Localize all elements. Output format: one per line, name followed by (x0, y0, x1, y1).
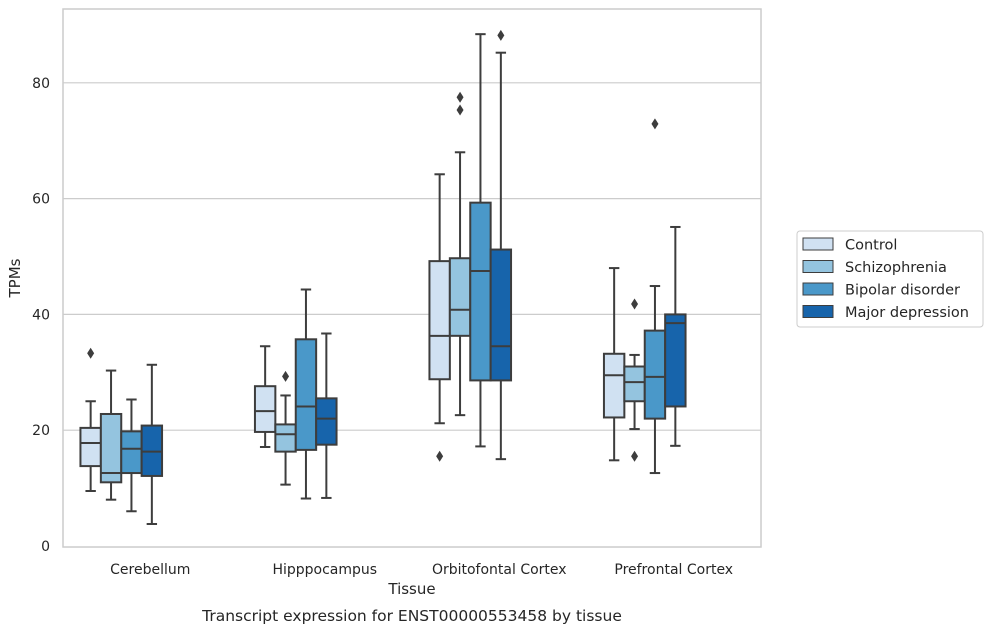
box (315, 397, 338, 446)
y-tick-label: 0 (41, 539, 50, 555)
legend-label: Bipolar disorder (845, 283, 960, 299)
legend-label: Major depression (845, 305, 969, 321)
box (602, 352, 626, 419)
x-axis-label: Tissue (387, 580, 435, 598)
box (428, 260, 451, 381)
legend-swatch (802, 305, 834, 318)
x-tick-label: Hipppocampus (272, 562, 377, 578)
x-tick-label: Prefrontal Cortex (614, 562, 733, 578)
x-tick-label: Cerebellum (110, 562, 190, 578)
legend-swatch (802, 260, 834, 273)
x-axis-ticks: Cerebellum Hipppocampus Orbitofontal Corte… (110, 562, 733, 578)
y-tick-label: 80 (32, 76, 50, 92)
box (489, 248, 513, 382)
legend: Control Schizophrenia Bipolar disorder Majo… (796, 230, 984, 328)
box (294, 338, 318, 451)
outlier-point (631, 298, 639, 310)
outlier-point (282, 370, 290, 382)
y-tick-label: 40 (32, 307, 50, 323)
outlier-point (456, 104, 464, 116)
legend-swatch (802, 237, 834, 251)
y-tick-label: 60 (32, 192, 50, 208)
box (643, 329, 667, 420)
legend-label: Control (845, 238, 897, 254)
outlier-point (631, 450, 639, 462)
box (664, 313, 687, 408)
y-axis-label: TPMs (6, 258, 24, 298)
outlier-point (497, 29, 505, 41)
outlier-point (651, 118, 659, 130)
outlier-point (87, 347, 95, 359)
box (253, 385, 277, 433)
box (120, 430, 143, 475)
y-axis-ticks: 0 20 40 60 80 (32, 76, 50, 555)
outlier-point (456, 91, 464, 103)
box (623, 365, 646, 403)
box (79, 426, 102, 468)
gridlines (63, 82, 761, 431)
box (448, 257, 472, 337)
legend-label: Schizophrenia (845, 260, 947, 276)
plot-frame (62, 8, 762, 548)
legend-swatch (802, 282, 834, 296)
legend-frame (796, 230, 984, 328)
box (274, 423, 297, 453)
x-tick-label: Orbitofontal Cortex (432, 562, 567, 578)
box-series (79, 29, 687, 525)
box (469, 201, 492, 382)
outlier-point (436, 450, 444, 462)
chart-title: Transcript expression for ENST0000055345… (201, 607, 622, 625)
y-tick-label: 20 (32, 423, 50, 439)
